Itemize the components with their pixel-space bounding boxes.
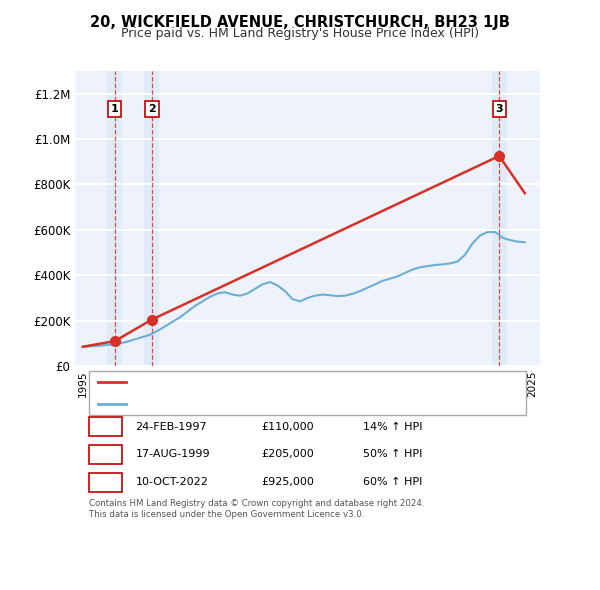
Text: £205,000: £205,000 [261, 450, 314, 460]
Text: 1: 1 [101, 420, 109, 433]
FancyBboxPatch shape [145, 71, 160, 366]
Text: 2: 2 [101, 448, 109, 461]
Text: 3: 3 [101, 476, 109, 489]
Text: Price paid vs. HM Land Registry's House Price Index (HPI): Price paid vs. HM Land Registry's House … [121, 27, 479, 40]
FancyBboxPatch shape [89, 445, 121, 464]
Text: Contains HM Land Registry data © Crown copyright and database right 2024.
This d: Contains HM Land Registry data © Crown c… [89, 499, 424, 519]
FancyBboxPatch shape [89, 473, 121, 491]
Text: 20, WICKFIELD AVENUE, CHRISTCHURCH, BH23 1JB (detached house): 20, WICKFIELD AVENUE, CHRISTCHURCH, BH23… [136, 377, 480, 387]
Text: £925,000: £925,000 [261, 477, 314, 487]
Text: 14% ↑ HPI: 14% ↑ HPI [364, 421, 423, 431]
Text: £110,000: £110,000 [261, 421, 314, 431]
FancyBboxPatch shape [107, 71, 122, 366]
Text: 10-OCT-2022: 10-OCT-2022 [136, 477, 208, 487]
FancyBboxPatch shape [89, 371, 526, 415]
Text: 24-FEB-1997: 24-FEB-1997 [136, 421, 207, 431]
Text: 20, WICKFIELD AVENUE, CHRISTCHURCH, BH23 1JB: 20, WICKFIELD AVENUE, CHRISTCHURCH, BH23… [90, 15, 510, 30]
Text: 50% ↑ HPI: 50% ↑ HPI [364, 450, 422, 460]
Text: HPI: Average price, detached house, Bournemouth Christchurch and Poole: HPI: Average price, detached house, Bour… [136, 399, 506, 409]
FancyBboxPatch shape [491, 71, 506, 366]
FancyBboxPatch shape [89, 417, 121, 436]
Text: 17-AUG-1999: 17-AUG-1999 [136, 450, 210, 460]
Text: 1: 1 [111, 104, 119, 114]
Text: 2: 2 [148, 104, 156, 114]
Text: 3: 3 [496, 104, 503, 114]
Text: 60% ↑ HPI: 60% ↑ HPI [364, 477, 422, 487]
